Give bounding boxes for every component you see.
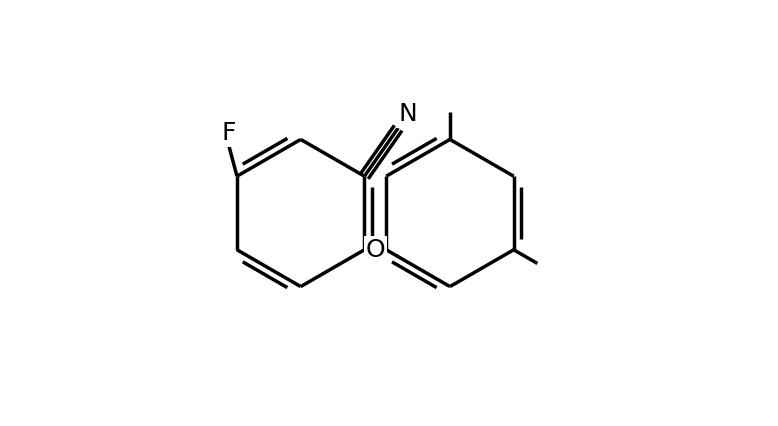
Text: F: F: [221, 121, 236, 145]
Text: N: N: [398, 102, 417, 126]
Text: O: O: [366, 238, 385, 262]
